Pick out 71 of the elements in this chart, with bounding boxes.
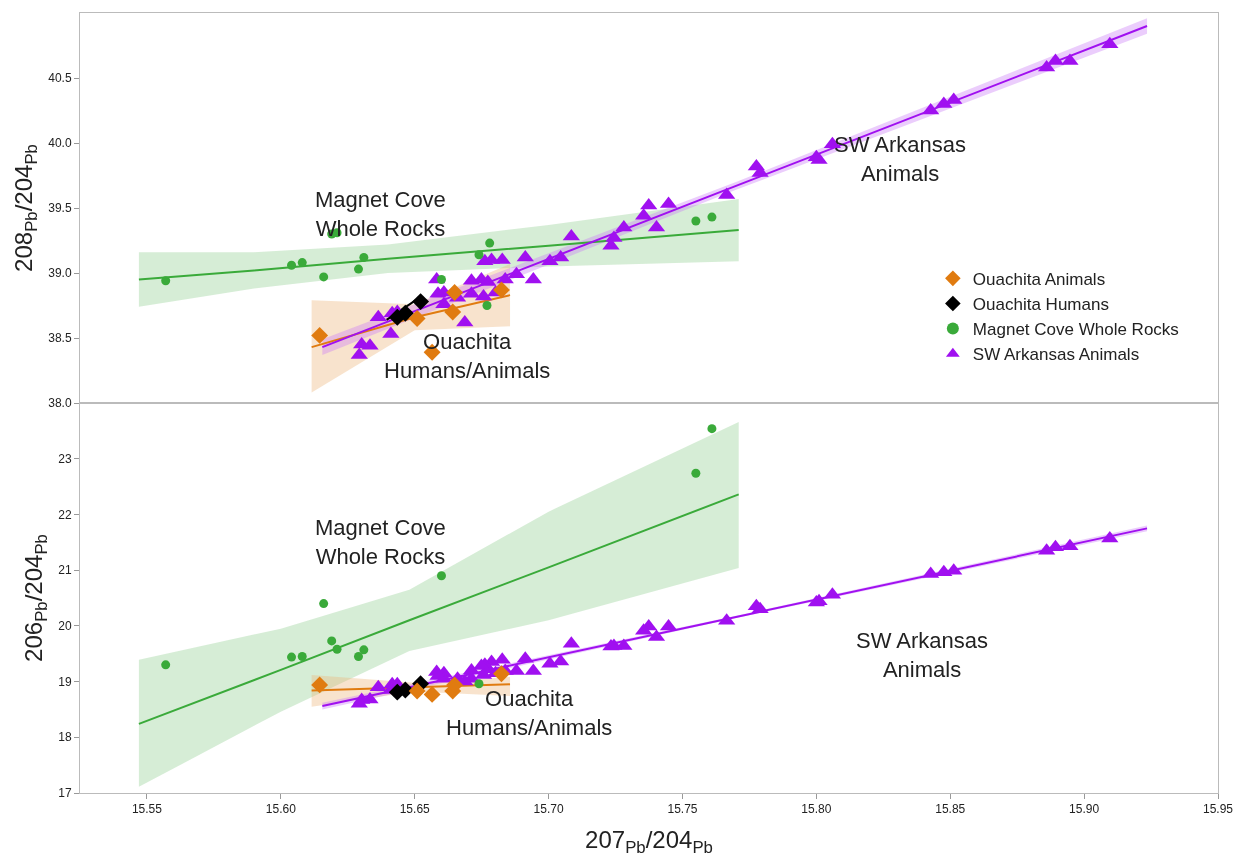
annotation: Magnet Cove Whole Rocks [315, 515, 446, 569]
x-tick-label: 15.80 [801, 802, 832, 817]
x-tick-label: 15.95 [1202, 802, 1234, 817]
point [327, 636, 337, 646]
point [493, 281, 510, 299]
legend-label: Ouachita Animals [972, 269, 1106, 289]
point [485, 238, 495, 248]
y-tick-label: 40.5 [48, 71, 72, 86]
point [691, 216, 701, 226]
point [161, 276, 171, 286]
y-tick-label: 22 [58, 507, 72, 522]
point [353, 652, 363, 661]
point [297, 652, 307, 661]
point [436, 571, 446, 581]
point [474, 679, 484, 689]
x-tick-label: 15.75 [667, 802, 698, 817]
point [319, 272, 329, 282]
y-tick-label: 38.5 [48, 331, 72, 346]
point [707, 212, 717, 222]
y-tick-label: 40.0 [48, 136, 72, 151]
y-tick-label: 19 [58, 674, 72, 689]
legend-label: SW Arkansas Animals [972, 345, 1140, 365]
x-tick-label: 15.55 [131, 802, 163, 817]
annotation: SW Arkansas Animals [856, 628, 989, 682]
point [482, 301, 492, 310]
point [359, 645, 369, 655]
point [444, 303, 462, 321]
point [446, 284, 464, 301]
point [541, 253, 559, 266]
y-tick-label: 39.0 [48, 266, 72, 281]
point [287, 652, 297, 662]
y-tick-label: 18 [58, 730, 72, 745]
point [287, 260, 297, 270]
point [332, 644, 342, 654]
legend-label: Magnet Cove Whole Rocks [972, 320, 1179, 340]
point [476, 253, 494, 266]
point [412, 293, 430, 311]
x-tick-label: 15.85 [935, 802, 966, 817]
x-tick-label: 15.65 [399, 802, 431, 817]
y-tick-label: 17 [58, 786, 72, 801]
point [640, 197, 658, 210]
point [408, 682, 426, 700]
x-tick-label: 15.70 [533, 802, 564, 817]
point [319, 599, 329, 609]
point [935, 564, 953, 577]
annotation: SW Arkansas Animals [834, 132, 967, 186]
x-axis-title: 207$_{Pb}$/204$_{Pb}$ [585, 825, 713, 857]
point [474, 250, 484, 260]
y-tick-label: 38.0 [48, 396, 72, 411]
point [1101, 530, 1119, 543]
x-tick-label: 15.90 [1069, 802, 1100, 817]
point [456, 314, 474, 327]
point [408, 310, 426, 327]
annotation: Magnet Cove Whole Rocks [315, 187, 446, 241]
point [691, 468, 701, 478]
point [353, 264, 363, 274]
annotation: Ouachita Humans/Animals [384, 329, 551, 383]
y-tick-label: 20 [58, 619, 72, 634]
annotation: Ouachita Humans/Animals [446, 686, 613, 740]
y-tick-label: 39.5 [48, 201, 72, 216]
y-tick-label: 21 [58, 563, 72, 578]
x-tick-label: 15.60 [265, 802, 297, 817]
point [516, 249, 534, 262]
point [161, 660, 171, 670]
point [311, 326, 329, 344]
point [423, 685, 441, 703]
point [311, 676, 329, 694]
y-tick-label: 23 [58, 451, 72, 466]
point [359, 252, 369, 262]
point [493, 665, 510, 683]
legend-label: Ouachita Humans [972, 295, 1109, 315]
